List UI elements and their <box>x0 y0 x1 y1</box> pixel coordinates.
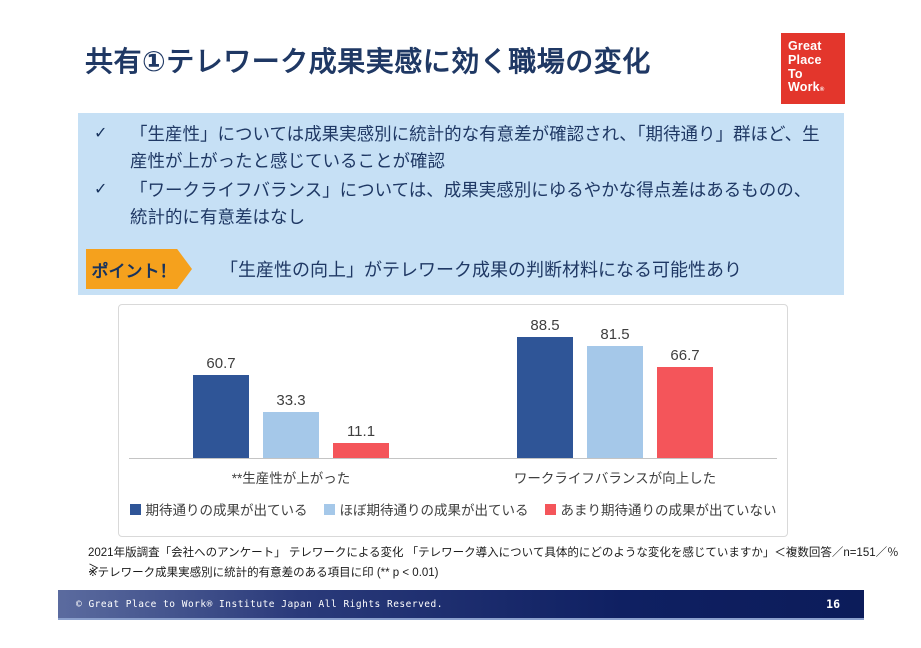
summary-box: ✓ 「生産性」については成果実感別に統計的な有意差が確認され、「期待通り」群ほど、… <box>78 113 844 295</box>
logo-text-line: Place <box>788 52 822 67</box>
bar-column: 11.1 <box>333 423 389 458</box>
point-row: ポイント！ 「生産性の向上」がテレワーク成果の判断材料になる可能性あり <box>86 249 742 289</box>
bar-group: 88.5 81.5 66.7 <box>453 305 777 458</box>
bar-value-label: 66.7 <box>670 347 700 364</box>
summary-items: ✓ 「生産性」については成果実感別に統計的な有意差が確認され、「期待通り」群ほど、… <box>92 121 826 232</box>
bar-column: 81.5 <box>587 326 643 458</box>
category-label: ワークライフバランスが向上した <box>513 471 717 486</box>
legend-item: 期待通りの成果が出ている <box>129 499 308 519</box>
category-label: **生産性が上がった <box>231 471 351 486</box>
summary-item: ✓ 「生産性」については成果実感別に統計的な有意差が確認され、「期待通り」群ほど、… <box>92 121 826 175</box>
bar <box>333 443 389 458</box>
bar <box>517 337 573 458</box>
checkmark-icon: ✓ <box>94 125 108 142</box>
bar-group: 60.7 33.3 11.1 <box>129 305 453 458</box>
bar-value-label: 33.3 <box>276 392 306 409</box>
category-axis: **生産性が上がった ワークライフバランスが向上した <box>129 459 777 487</box>
legend-item: あまり期待通りの成果が出ていない <box>544 499 777 519</box>
bar <box>263 412 319 458</box>
footnote-source: 2021年版調査「会社へのアンケート」 テレワークによる変化 「テレワーク導入に… <box>88 547 899 575</box>
registered-mark: ® <box>819 87 825 94</box>
page-number: 16 <box>826 597 840 611</box>
plot-area: 60.7 33.3 11.1 88.5 81.5 66.7 <box>129 305 777 459</box>
logo-text-line: To <box>788 66 803 81</box>
bar-column: 60.7 <box>193 355 249 458</box>
logo-text-line: Great <box>788 39 822 53</box>
checkmark-icon: ✓ <box>94 181 108 199</box>
legend-swatch <box>323 503 335 515</box>
legend-swatch <box>544 503 556 515</box>
bar <box>657 367 713 458</box>
footnote-significance: ※テレワーク成果実感別に統計的有意差のある項目に印 (** p < 0.01) <box>88 567 439 579</box>
logo-text-line: Work® <box>788 80 825 95</box>
bar-column: 88.5 <box>517 317 573 458</box>
bar <box>193 375 249 458</box>
page-title: 共有①テレワーク成果実感に効く職場の変化 <box>85 46 651 77</box>
bar-column: 66.7 <box>657 347 713 458</box>
footer-bar: © Great Place to Work® Institute Japan A… <box>58 590 864 620</box>
legend-label: あまり期待通りの成果が出ていない <box>560 503 777 518</box>
legend-swatch <box>129 503 141 515</box>
summary-item-text: 「生産性」については成果実感別に統計的な有意差が確認され、「期待通り」群ほど、生… <box>130 124 820 172</box>
summary-item: ✓ 「ワークライフバランス」については、成果実感別にゆるやかな得点差はあるものの、… <box>92 177 826 231</box>
legend-label: 期待通りの成果が出ている <box>145 503 308 518</box>
legend-label: ほぼ期待通りの成果が出ている <box>339 503 529 518</box>
great-place-to-work-logo: Great Place To Work® <box>781 33 845 104</box>
copyright-text: © Great Place to Work® Institute Japan A… <box>76 598 443 610</box>
point-text: 「生産性の向上」がテレワーク成果の判断材料になる可能性あり <box>220 260 742 280</box>
summary-item-text: 「ワークライフバランス」については、成果実感別にゆるやかな得点差はあるものの、統… <box>130 180 812 228</box>
bar-chart: 60.7 33.3 11.1 88.5 81.5 66.7 **生産性が上がった ワークライ… <box>118 304 788 537</box>
legend-item: ほぼ期待通りの成果が出ている <box>323 499 529 519</box>
bar <box>587 346 643 458</box>
bar-value-label: 60.7 <box>206 355 236 372</box>
bar-value-label: 81.5 <box>600 326 630 343</box>
chart-legend: 期待通りの成果が出ている ほぼ期待通りの成果が出ている あまり期待通りの成果が出てい… <box>119 499 787 519</box>
bar-value-label: 11.1 <box>346 423 376 440</box>
bar-column: 33.3 <box>263 392 319 458</box>
point-badge: ポイント！ <box>86 249 192 289</box>
bar-value-label: 88.5 <box>530 317 560 334</box>
